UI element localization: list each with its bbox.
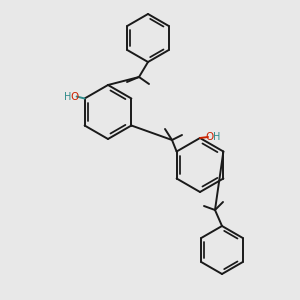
- Text: O: O: [206, 132, 214, 142]
- Text: O: O: [70, 92, 79, 103]
- Text: H: H: [64, 92, 71, 103]
- Text: H: H: [213, 132, 221, 142]
